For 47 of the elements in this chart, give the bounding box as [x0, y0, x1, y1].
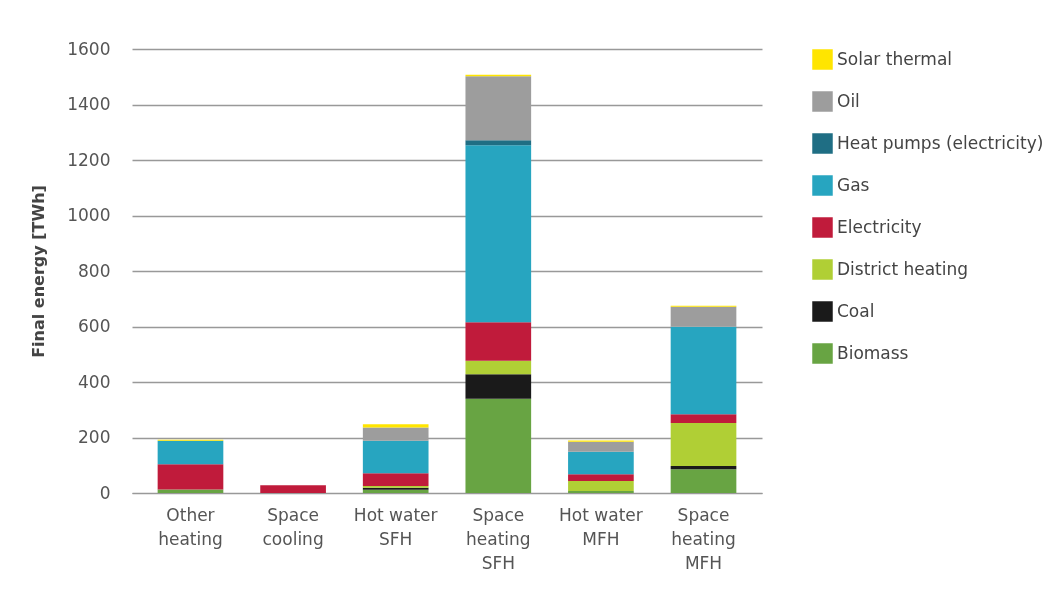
y-tick-label: 1600 [67, 38, 111, 59]
x-tick-label: Space cooling [262, 504, 324, 549]
bar [465, 322, 532, 361]
legend-label: Coal [837, 300, 875, 321]
bar [670, 466, 737, 470]
bar [670, 423, 737, 467]
bar [568, 451, 634, 475]
x-tick-label: Hot water MFH [559, 504, 643, 549]
bar [568, 481, 634, 492]
bar [568, 474, 634, 482]
bar [465, 140, 532, 146]
bar [465, 145, 532, 323]
bar [670, 306, 737, 327]
bar [157, 440, 224, 465]
legend-label: Solar thermal [837, 48, 953, 69]
y-tick-label: 1400 [67, 94, 111, 114]
legend-label: Heat pumps (electricity) [837, 132, 1044, 153]
bar [670, 469, 737, 493]
legend-label: Biomass [837, 342, 909, 363]
y-tick-label: 800 [78, 260, 111, 281]
bar [157, 464, 224, 490]
y-axis-title: Final energy [TWh] [29, 185, 49, 358]
bar [465, 374, 532, 399]
bar [465, 360, 532, 375]
y-tick-label: 0 [99, 482, 111, 503]
legend-label: Gas [837, 174, 870, 195]
legend-label: Electricity [837, 216, 922, 237]
x-tick-label: Other heating [158, 504, 223, 549]
bar [362, 424, 429, 428]
bar [568, 441, 634, 452]
bar [157, 489, 224, 493]
y-tick-label: 1000 [67, 205, 111, 225]
bar [362, 440, 429, 474]
y-tick-label: 200 [78, 427, 111, 447]
bar [670, 326, 737, 415]
bar [362, 473, 429, 487]
bar [260, 485, 326, 493]
x-tick-label: Space heating MFH [671, 504, 736, 573]
bar [670, 414, 737, 424]
legend-label: District heating [837, 258, 969, 279]
bar [465, 398, 532, 493]
y-tick-label: 600 [78, 316, 111, 336]
y-tick-label: 1200 [67, 149, 111, 170]
legend-label: Oil [837, 90, 860, 111]
x-tick-label: Hot water SFH [353, 504, 438, 549]
y-tick-label: 400 [78, 371, 111, 392]
x-tick-label: Space heating SFH [466, 504, 531, 573]
